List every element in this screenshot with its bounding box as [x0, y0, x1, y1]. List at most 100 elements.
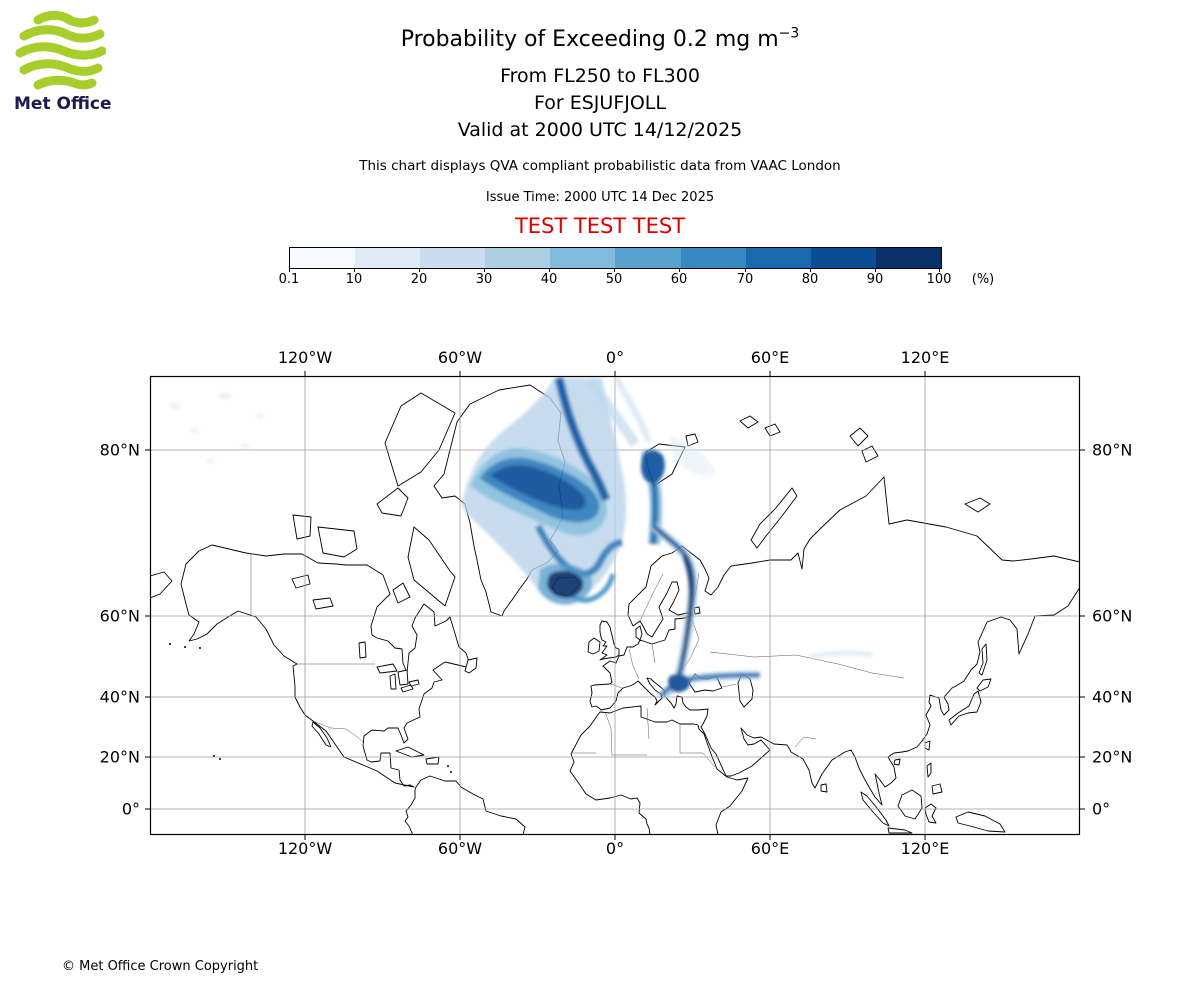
colorbar-label: 20: [410, 272, 428, 287]
sri-lanka: [820, 783, 828, 793]
devon-island: [376, 487, 409, 517]
colorbar-label: 90: [866, 272, 884, 287]
colorbar-segment: [550, 248, 616, 268]
lon-label-bottom: 120°W: [277, 839, 333, 858]
colorbar-tick: [745, 268, 746, 272]
cuba: [395, 746, 425, 758]
title-superscript: −3: [778, 26, 800, 42]
lon-label-bottom: 120°E: [900, 839, 950, 858]
svalbard-east-island: [685, 433, 699, 447]
world-map-svg: [145, 371, 1085, 840]
great-bear-lake: [291, 574, 311, 589]
probability-colorbar: [289, 247, 942, 269]
lon-label-top: 60°W: [437, 348, 483, 367]
ash-plume-group: [169, 376, 873, 699]
lat-label-right: 60°N: [1092, 606, 1133, 626]
issue-time: Issue Time: 2000 UTC 14 Dec 2025: [485, 190, 715, 205]
lon-label-top: 0°: [605, 348, 625, 367]
plume-scandinavia-dark: [681, 555, 693, 659]
subtitle-flight-levels: From FL250 to FL300: [500, 65, 700, 87]
plume-junction-knot: [667, 673, 691, 693]
colorbar-label: 100: [926, 272, 952, 287]
met-office-logo-text: Met Office: [14, 94, 112, 114]
colorbar-tick: [875, 268, 876, 272]
colorbar-tick: [810, 268, 811, 272]
map-frame: [145, 371, 1085, 840]
page-title: Probability of Exceeding 0.2 mg m−3: [0, 26, 1200, 52]
caspian-sea: [737, 673, 754, 708]
colorbar-label: 0.1: [278, 272, 300, 287]
colorbar-segment: [420, 248, 486, 268]
title-main-text: Probability of Exceeding 0.2 mg m: [400, 27, 779, 53]
colorbar-label: 30: [475, 272, 493, 287]
lon-label-bottom: 60°W: [437, 839, 483, 858]
new-guinea: [955, 811, 1006, 833]
great-slave-lake: [312, 597, 334, 610]
lake-ontario: [408, 679, 420, 687]
plume-faint-speckles: [169, 393, 265, 463]
borneo: [897, 789, 923, 820]
lat-label-right: 40°N: [1092, 687, 1133, 707]
plume-pale-cloud-east: [669, 436, 716, 476]
java: [887, 827, 913, 834]
met-office-logo-waves-icon: [15, 10, 107, 90]
colorbar-segment: [485, 248, 551, 268]
lat-label-left: 0°: [121, 799, 140, 819]
colorbar-label: 10: [345, 272, 363, 287]
colorbar-label: 50: [605, 272, 623, 287]
africa-coastline: [569, 705, 749, 835]
taiwan: [924, 740, 931, 751]
lon-label-top: 60°E: [750, 348, 790, 367]
lake-huron: [397, 669, 409, 686]
country-borders-group: [250, 553, 905, 768]
colorbar-label: 60: [670, 272, 688, 287]
test-banner: TEST TEST TEST: [514, 214, 686, 238]
lake-winnipeg: [358, 641, 367, 659]
plume-iceland-knot: [547, 570, 584, 599]
lon-label-bottom: 0°: [605, 839, 625, 858]
plume-greenland-streak-core: [557, 377, 608, 501]
philippines-lu: [926, 762, 932, 778]
new-siberian-islands: [964, 497, 991, 513]
map-area: 120°W 60°W 0° 60°E 120°E 120°W 60°W 0° 6…: [100, 348, 1133, 858]
philippines-mi: [931, 783, 943, 795]
subtitle-block: From FL250 to FL300 For ESJUFJOLL Valid …: [0, 63, 1200, 144]
plume-east-arm: [659, 673, 761, 698]
met-office-logo: Met Office: [14, 10, 124, 114]
colorbar-segment: [290, 248, 356, 268]
lat-label-right: 80°N: [1092, 440, 1133, 460]
ellesmere-island: [384, 392, 456, 487]
lat-label-left: 40°N: [99, 687, 140, 707]
subtitle-volcano: For ESJUFJOLL: [534, 92, 666, 114]
colorbar-tick: [289, 268, 290, 272]
hispaniola: [425, 756, 440, 765]
colorbar-segment: [615, 248, 681, 268]
lake-erie: [400, 684, 414, 693]
japan-honshu: [948, 690, 982, 726]
chukotka-dateline-tip: [150, 571, 173, 599]
colorbar-segment: [680, 248, 746, 268]
colorbar-segment: [810, 248, 876, 268]
colorbar-tick: [939, 268, 940, 272]
lat-label-right: 0°: [1092, 799, 1111, 819]
sakhalin: [978, 643, 988, 676]
north-america-coastline: [180, 544, 472, 788]
lon-label-bottom: 60°E: [750, 839, 790, 858]
lake-superior: [376, 663, 398, 674]
colorbar-label: 40: [540, 272, 558, 287]
newfoundland: [464, 657, 478, 674]
lat-label-left: 60°N: [99, 606, 140, 626]
colorbar-tick: [354, 268, 355, 272]
lat-label-left: 80°N: [99, 440, 140, 460]
colorbar-tick: [679, 268, 680, 272]
colorbar-tick: [419, 268, 420, 272]
copyright-notice: © Met Office Crown Copyright: [62, 959, 259, 974]
lake-michigan: [389, 673, 397, 690]
hainan: [893, 758, 901, 766]
colorbar-tick: [614, 268, 615, 272]
colorbar-segment: [745, 248, 811, 268]
japan-hokkaido: [976, 678, 992, 692]
lon-label-top: 120°W: [277, 348, 333, 367]
plume-fan-core: [490, 465, 586, 510]
colorbar-label: 70: [736, 272, 754, 287]
